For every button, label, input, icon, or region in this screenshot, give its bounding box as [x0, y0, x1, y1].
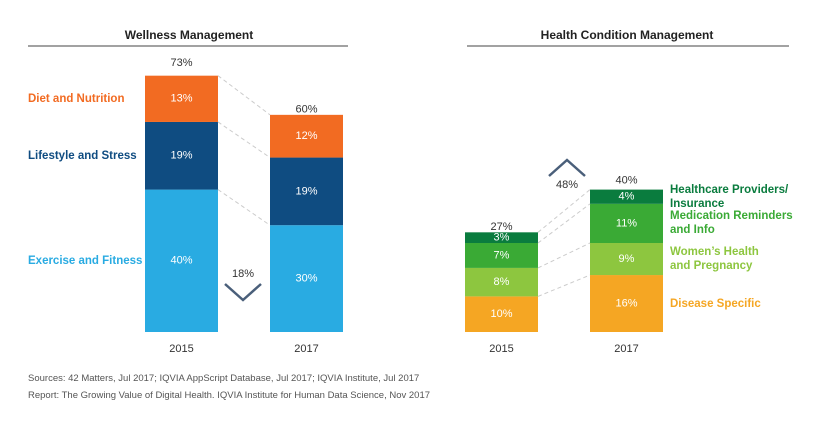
value-label: 9%: [619, 253, 635, 265]
bar-segment: [465, 267, 538, 297]
value-label: 11%: [616, 217, 637, 229]
bar-segment: [145, 121, 218, 190]
bar-segment: [465, 243, 538, 268]
value-label: 12%: [295, 130, 317, 142]
bar-segment: [145, 189, 218, 332]
bar-segment: [590, 243, 663, 276]
change-label: 48%: [556, 179, 578, 191]
value-label: 3%: [494, 232, 510, 244]
value-label: 4%: [619, 191, 635, 203]
bar-segment: [270, 114, 343, 158]
chart-title: Wellness Management: [125, 28, 253, 42]
change-label: 18%: [232, 268, 254, 280]
chevron-down: [224, 283, 262, 302]
value-label: 19%: [170, 150, 192, 162]
legend-label: Lifestyle and Stress: [28, 149, 137, 162]
chart-title: Health Condition Management: [541, 28, 714, 42]
x-tick-label: 2015: [169, 343, 193, 355]
source-note: Sources: 42 Matters, Jul 2017; IQVIA App…: [28, 373, 420, 384]
legend-label: Medication Reminders and Info: [670, 210, 793, 237]
value-label: 30%: [295, 273, 317, 285]
chevron-up: [548, 158, 586, 177]
total-label: 73%: [170, 57, 192, 69]
bar-segment: [465, 296, 538, 332]
total-label: 40%: [615, 175, 637, 187]
bar-segment: [590, 189, 663, 204]
value-label: 40%: [170, 255, 192, 267]
value-label: 7%: [494, 249, 510, 261]
connector: [217, 121, 271, 158]
legend-label: Exercise and Fitness: [28, 254, 143, 267]
bar-segment: [145, 75, 218, 122]
legend-label: Healthcare Providers/ Insurance: [670, 183, 789, 210]
legend-label: Women’s Health and Pregnancy: [670, 246, 759, 273]
legend-label: Disease Specific: [670, 297, 761, 310]
report-note: Report: The Growing Value of Digital Hea…: [28, 390, 431, 401]
connector: [217, 75, 271, 116]
total-label: 60%: [295, 103, 317, 115]
x-tick-label: 2017: [294, 343, 318, 355]
bar-segment: [270, 225, 343, 332]
bar-segment: [590, 203, 663, 243]
bar-segment: [590, 275, 663, 332]
connector: [537, 242, 591, 269]
x-tick-label: 2015: [489, 343, 513, 355]
value-label: 13%: [170, 93, 192, 105]
connector: [537, 203, 591, 244]
total-label: 27%: [490, 221, 512, 233]
connector: [537, 189, 591, 233]
connector: [217, 189, 271, 226]
bar-segment: [465, 232, 538, 243]
legend-label: Diet and Nutrition: [28, 92, 125, 105]
x-tick-label: 2017: [614, 343, 638, 355]
value-label: 19%: [295, 185, 317, 197]
value-label: 16%: [615, 297, 637, 309]
value-label: 10%: [490, 308, 512, 320]
connector: [537, 274, 591, 297]
bar-segment: [270, 157, 343, 226]
value-label: 8%: [494, 276, 510, 288]
